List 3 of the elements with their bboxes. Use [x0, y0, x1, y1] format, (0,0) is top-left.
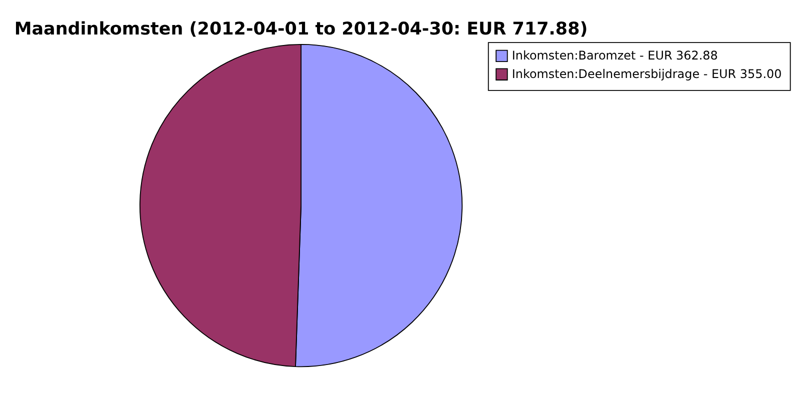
- legend-label: Inkomsten:Baromzet - EUR 362.88: [512, 48, 718, 63]
- chart-title: Maandinkomsten (2012-04-01 to 2012-04-30: EUR 717.88): [14, 19, 588, 40]
- legend-label: Inkomsten:Deelnemersbijdrage - EUR 355.00: [512, 67, 782, 82]
